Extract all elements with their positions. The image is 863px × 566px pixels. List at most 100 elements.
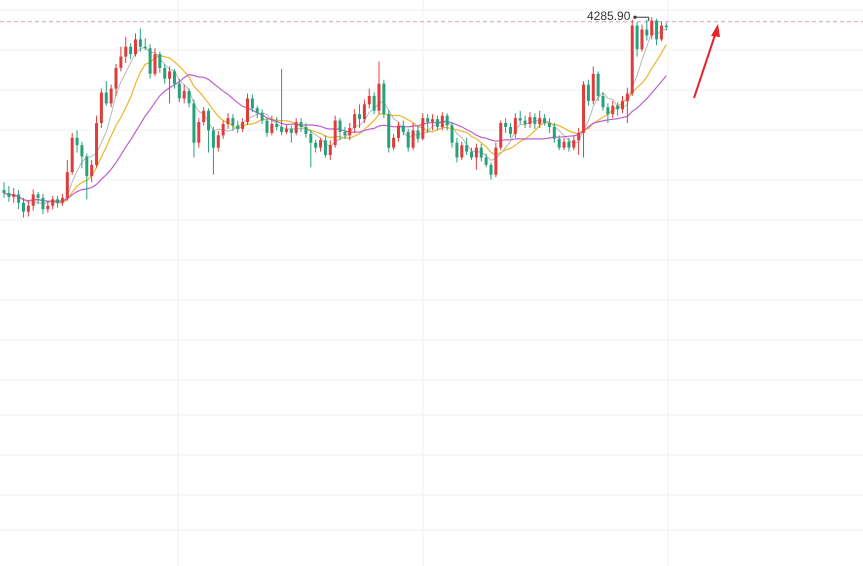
candle xyxy=(479,143,483,162)
candle xyxy=(260,109,264,125)
candle xyxy=(36,191,40,205)
candle xyxy=(51,195,55,210)
candle xyxy=(202,107,206,126)
candle-body xyxy=(547,123,551,127)
annotations: 4285.90 xyxy=(587,9,720,99)
candle xyxy=(56,195,60,208)
candle xyxy=(65,159,69,201)
candle xyxy=(109,84,113,108)
candle xyxy=(289,125,293,143)
candle-body xyxy=(304,126,308,134)
candle xyxy=(606,103,610,124)
candle-body xyxy=(265,120,269,133)
candle xyxy=(80,141,84,169)
candle-body xyxy=(582,84,586,133)
candle-body xyxy=(236,125,240,129)
candle xyxy=(207,108,211,153)
candle-body xyxy=(172,71,176,84)
candle-body xyxy=(499,123,503,148)
candle xyxy=(499,120,503,151)
candle-body xyxy=(645,29,649,36)
candle-body xyxy=(280,126,284,132)
candle-body xyxy=(382,83,386,115)
candle-body xyxy=(202,110,206,123)
candle xyxy=(21,197,25,218)
candle xyxy=(2,182,6,198)
candle xyxy=(552,123,556,143)
candle-body xyxy=(338,120,342,132)
candle xyxy=(226,113,230,129)
candle xyxy=(504,118,508,133)
candle-body xyxy=(289,128,293,133)
candle-body xyxy=(138,39,142,47)
candle xyxy=(586,79,590,106)
candle-body xyxy=(207,110,211,131)
candle-body xyxy=(17,194,21,203)
candle xyxy=(645,19,649,41)
candle-body xyxy=(465,145,469,152)
candle-body xyxy=(75,137,79,146)
candle xyxy=(659,21,663,42)
candle xyxy=(284,125,288,134)
candle xyxy=(255,105,259,119)
candle xyxy=(513,113,517,138)
trend-arrow-head xyxy=(711,24,720,37)
candle xyxy=(153,48,157,77)
candle-body xyxy=(163,67,167,79)
candle-body xyxy=(577,132,581,141)
candle-body xyxy=(528,117,532,125)
candle xyxy=(270,115,274,136)
candle xyxy=(426,114,430,133)
candle xyxy=(187,88,191,108)
candle-body xyxy=(211,130,215,148)
candle-body xyxy=(513,118,517,134)
candle-body xyxy=(494,147,498,175)
candle xyxy=(567,137,571,152)
candle xyxy=(572,135,576,151)
candle xyxy=(265,117,269,137)
candle xyxy=(192,99,196,158)
candle-body xyxy=(601,95,605,108)
candle-body xyxy=(119,56,123,68)
candle-body xyxy=(216,135,220,148)
candle-body xyxy=(246,98,249,123)
candle xyxy=(246,93,249,126)
candle xyxy=(387,110,391,153)
candle-body xyxy=(177,83,181,99)
candle-body xyxy=(377,83,381,111)
candle-body xyxy=(372,95,376,111)
candle-body xyxy=(80,145,84,157)
candle xyxy=(358,104,362,128)
candle xyxy=(158,51,162,73)
candle xyxy=(591,66,595,105)
candle xyxy=(143,38,147,51)
candle-body xyxy=(596,73,600,96)
candle-body xyxy=(367,95,371,105)
candle xyxy=(299,118,303,132)
candle-body xyxy=(640,29,644,50)
candle xyxy=(508,123,512,138)
candle xyxy=(236,120,240,133)
candle xyxy=(367,88,371,109)
candle-body xyxy=(309,133,313,143)
candle xyxy=(372,92,376,115)
candle-body xyxy=(333,120,337,146)
candle xyxy=(197,118,201,148)
candle-body xyxy=(60,197,64,203)
candle-body xyxy=(484,157,488,165)
candle-body xyxy=(65,172,69,198)
candle xyxy=(396,122,400,142)
candle xyxy=(17,189,21,210)
candle xyxy=(90,159,94,183)
candle xyxy=(416,125,420,143)
candle-body xyxy=(620,100,624,110)
candle-body xyxy=(421,118,425,139)
candle xyxy=(528,112,532,128)
candle-body xyxy=(533,117,537,125)
candle xyxy=(611,100,615,119)
candle xyxy=(484,153,488,168)
candle-body xyxy=(153,54,157,74)
candle xyxy=(625,87,629,124)
candle xyxy=(577,127,581,156)
candle xyxy=(231,114,235,131)
